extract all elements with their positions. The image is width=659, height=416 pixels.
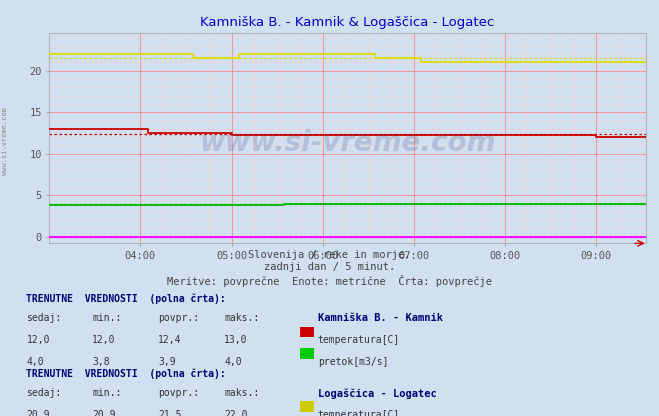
Text: povpr.:: povpr.:	[158, 313, 199, 323]
Text: Logaščica - Logatec: Logaščica - Logatec	[318, 388, 436, 399]
Text: 4,0: 4,0	[26, 357, 44, 366]
Text: maks.:: maks.:	[224, 313, 259, 323]
Text: zadnji dan / 5 minut.: zadnji dan / 5 minut.	[264, 262, 395, 272]
Text: 4,0: 4,0	[224, 357, 242, 366]
Text: 13,0: 13,0	[224, 335, 248, 345]
Text: min.:: min.:	[92, 388, 122, 398]
Title: Kamniška B. - Kamnik & Logaščica - Logatec: Kamniška B. - Kamnik & Logaščica - Logat…	[200, 16, 495, 30]
Text: povpr.:: povpr.:	[158, 388, 199, 398]
Text: Meritve: povprečne  Enote: metrične  Črta: povprečje: Meritve: povprečne Enote: metrične Črta:…	[167, 275, 492, 287]
Text: temperatura[C]: temperatura[C]	[318, 335, 400, 345]
Text: maks.:: maks.:	[224, 388, 259, 398]
Text: 22,0: 22,0	[224, 410, 248, 416]
Text: 20,9: 20,9	[92, 410, 116, 416]
Text: 12,4: 12,4	[158, 335, 182, 345]
Text: www.si-vreme.com: www.si-vreme.com	[200, 129, 496, 156]
Text: Kamniška B. - Kamnik: Kamniška B. - Kamnik	[318, 313, 443, 323]
Text: TRENUTNE  VREDNOSTI  (polna črta):: TRENUTNE VREDNOSTI (polna črta):	[26, 293, 226, 304]
Text: www.si-vreme.com: www.si-vreme.com	[2, 107, 9, 176]
Text: 20,9: 20,9	[26, 410, 50, 416]
Text: sedaj:: sedaj:	[26, 388, 61, 398]
Text: sedaj:: sedaj:	[26, 313, 61, 323]
Text: TRENUTNE  VREDNOSTI  (polna črta):: TRENUTNE VREDNOSTI (polna črta):	[26, 368, 226, 379]
Text: min.:: min.:	[92, 313, 122, 323]
Text: 3,9: 3,9	[158, 357, 176, 366]
Text: 12,0: 12,0	[26, 335, 50, 345]
Text: 3,8: 3,8	[92, 357, 110, 366]
Text: 21,5: 21,5	[158, 410, 182, 416]
Text: temperatura[C]: temperatura[C]	[318, 410, 400, 416]
Text: pretok[m3/s]: pretok[m3/s]	[318, 357, 388, 366]
Text: 12,0: 12,0	[92, 335, 116, 345]
Text: Slovenija / reke in morje.: Slovenija / reke in morje.	[248, 250, 411, 260]
